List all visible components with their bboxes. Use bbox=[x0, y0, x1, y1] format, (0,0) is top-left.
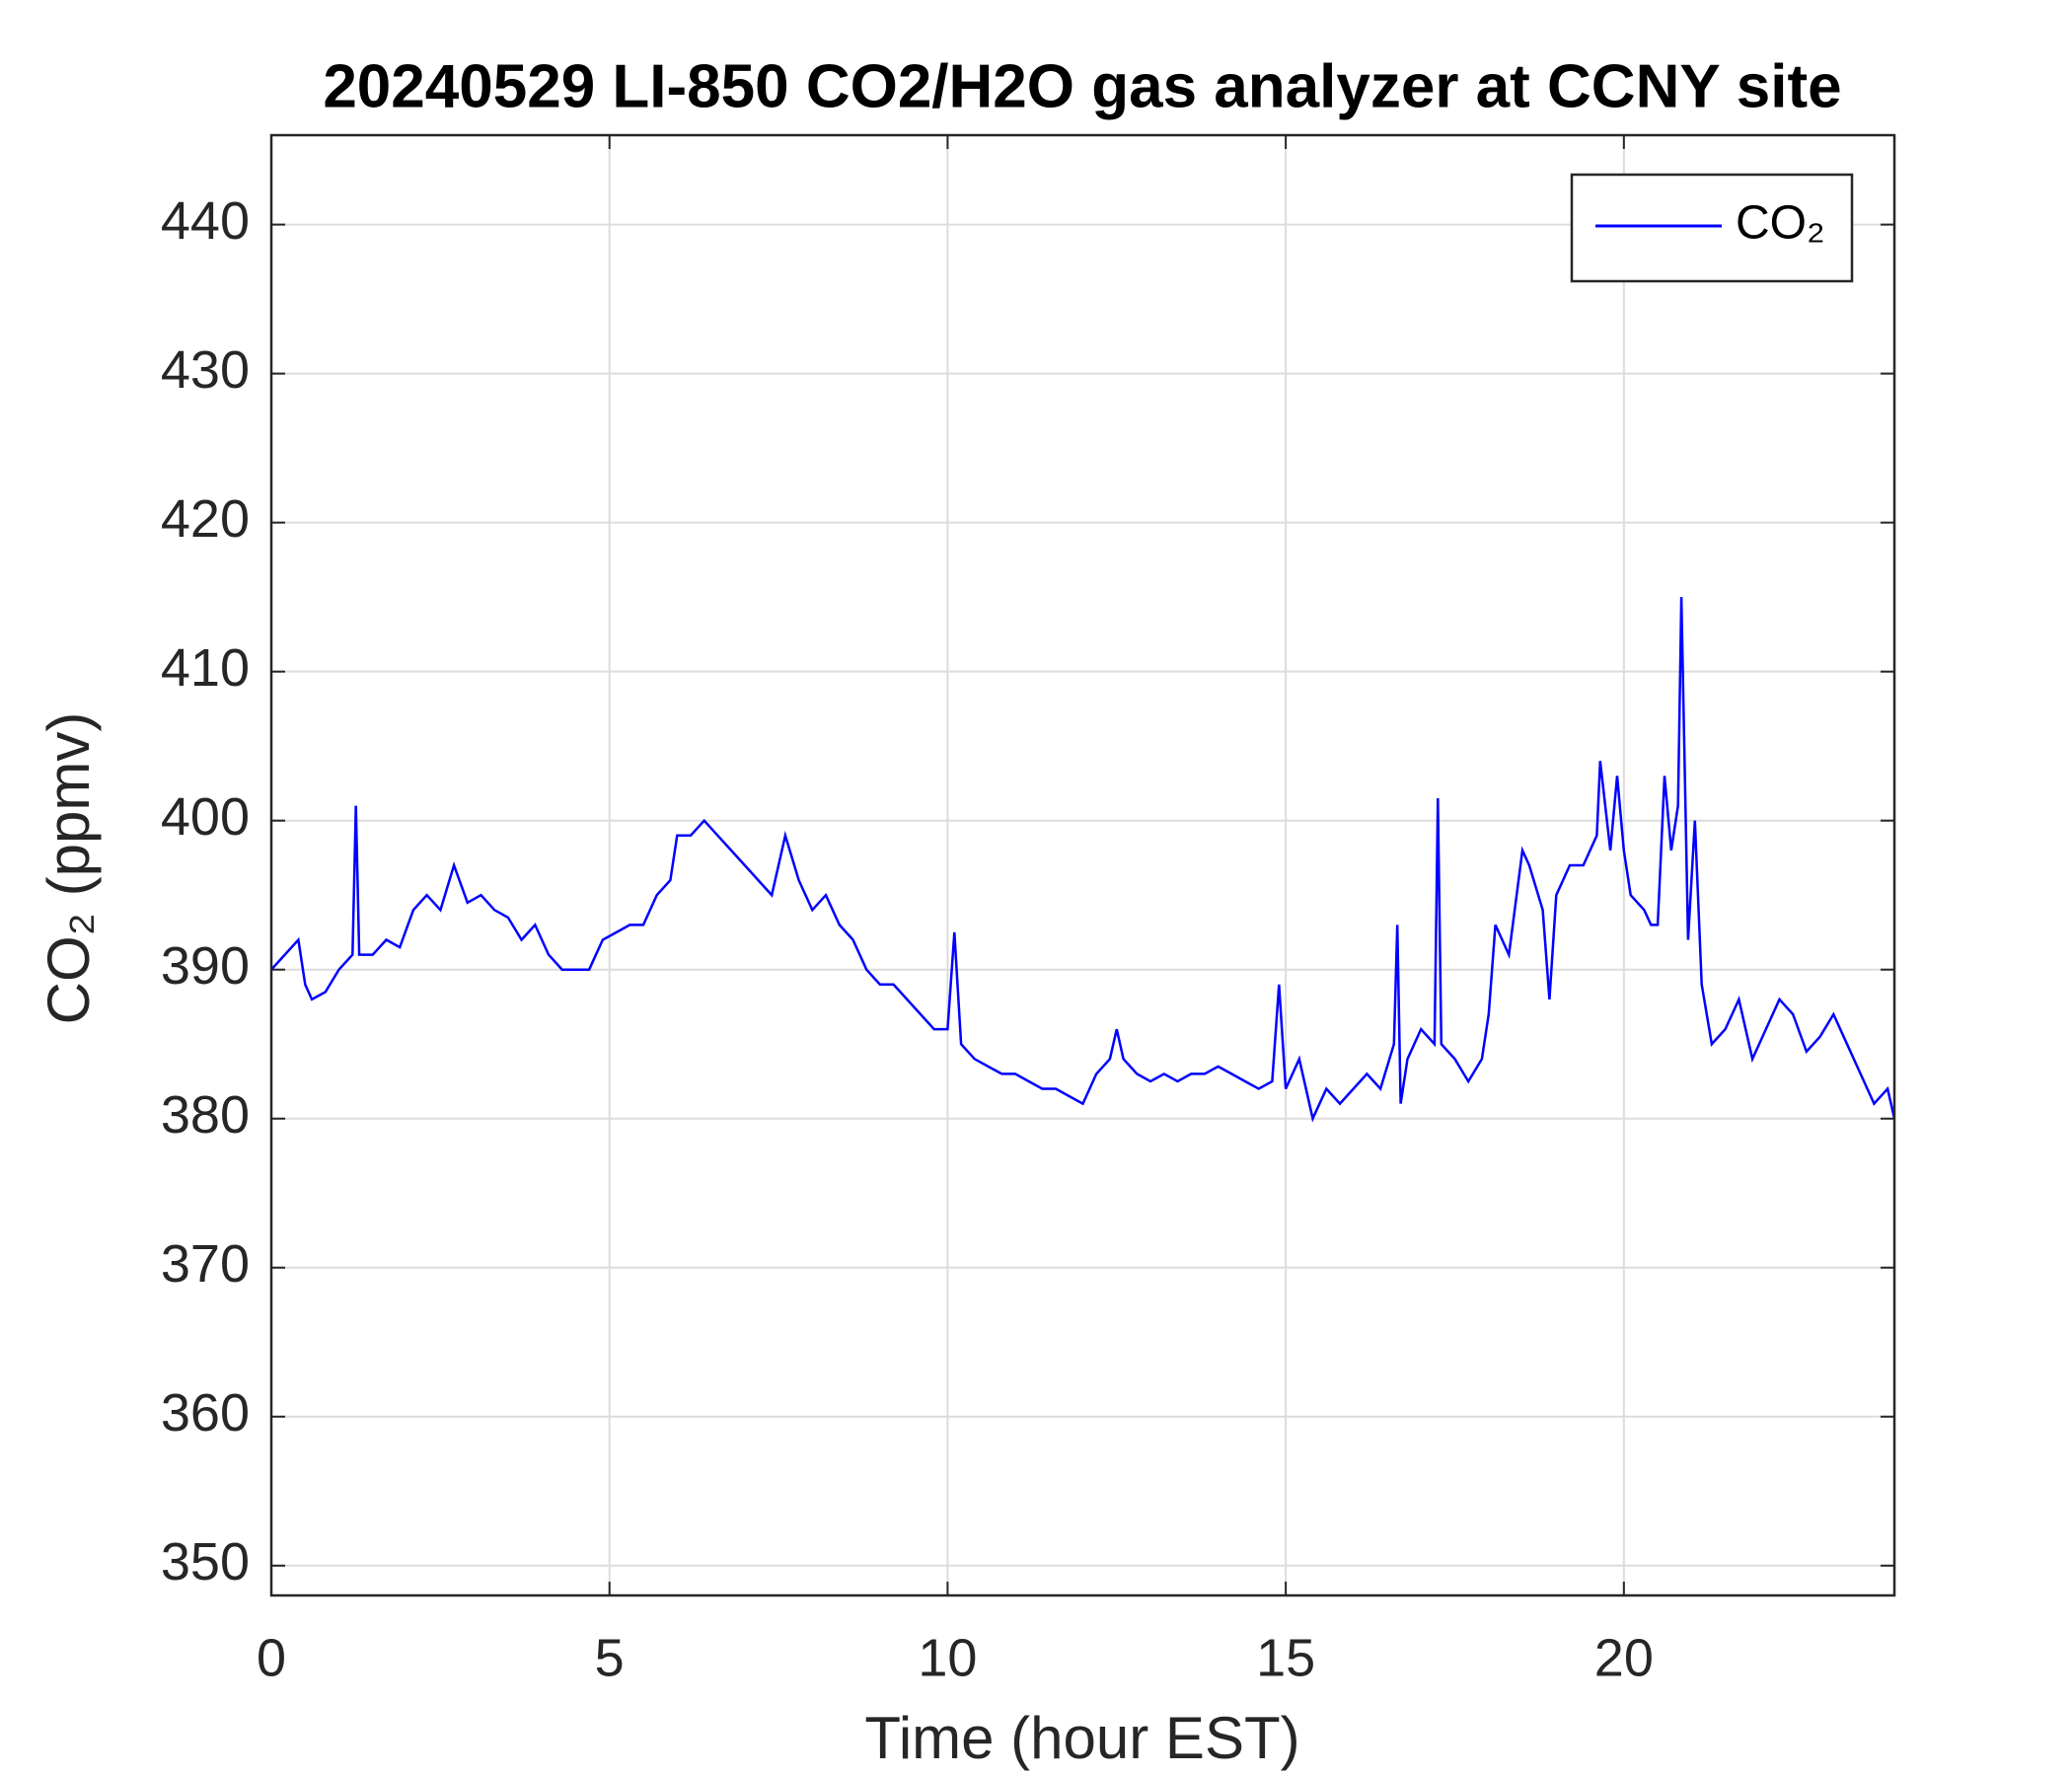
x-tick-label: 5 bbox=[595, 1628, 625, 1687]
y-tick-label: 410 bbox=[161, 638, 250, 698]
x-tick-label: 20 bbox=[1594, 1628, 1654, 1687]
y-tick-label: 430 bbox=[161, 340, 250, 400]
y-tick-label: 350 bbox=[161, 1532, 250, 1591]
y-tick-label: 360 bbox=[161, 1383, 250, 1443]
y-tick-label: 420 bbox=[161, 489, 250, 549]
x-tick-label: 10 bbox=[918, 1628, 977, 1687]
data-line bbox=[270, 597, 1896, 1123]
x-tick-label: 15 bbox=[1256, 1628, 1315, 1687]
y-tick-label: 400 bbox=[161, 787, 250, 847]
y-tick-label: 440 bbox=[161, 191, 250, 251]
legend-box bbox=[1570, 173, 1854, 283]
x-tick-label: 0 bbox=[257, 1628, 286, 1687]
y-tick-label: 370 bbox=[161, 1234, 250, 1294]
x-axis-label: Time (hour EST) bbox=[864, 1705, 1299, 1771]
y-tick-label: 390 bbox=[161, 936, 250, 996]
y-axis-label: CO₂ (ppmv) bbox=[36, 712, 102, 1025]
legend-label: CO₂ bbox=[1736, 197, 1825, 250]
chart-title: 20240529 LI-850 CO2/H2O gas analyzer at … bbox=[323, 52, 1841, 120]
plot-frame bbox=[269, 133, 1896, 1597]
y-tick-label: 380 bbox=[161, 1085, 250, 1145]
